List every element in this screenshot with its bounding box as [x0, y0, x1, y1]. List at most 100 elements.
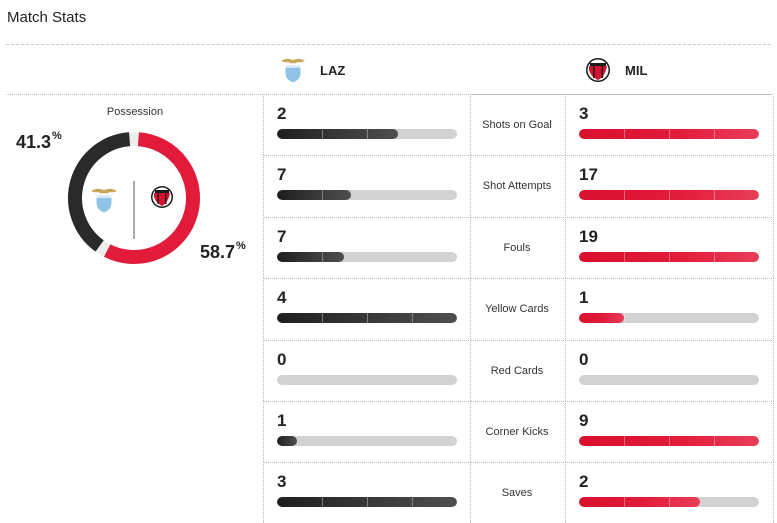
stat-label: Shots on Goal [470, 94, 564, 155]
stat-label: Shot Attempts [470, 155, 564, 216]
stat-bar-track-away [579, 374, 759, 385]
stat-cell-away: 9 [565, 401, 774, 462]
stat-value-away: 2 [579, 472, 589, 492]
stat-value-home: 1 [277, 411, 287, 430]
stat-row: 2 Shots on Goal 3 [263, 94, 774, 155]
stat-bar-track-home [277, 251, 457, 262]
stat-bar-segment [624, 190, 625, 201]
stat-bar-track-away [579, 436, 759, 446]
stat-cell-away: 3 [565, 94, 774, 155]
stat-cell-away: 19 [565, 216, 774, 278]
stat-bar-segment [714, 129, 715, 139]
stat-cell-away: 0 [565, 339, 774, 401]
stat-value-home: 2 [277, 104, 287, 123]
stat-bar-track-home [277, 313, 457, 324]
stat-cell-home: 7 [263, 155, 471, 217]
stat-cell-home: 4 [263, 278, 471, 340]
stat-cell-home: 2 [263, 94, 471, 155]
stat-bar-segment [714, 436, 715, 446]
stat-bar-fill-away [579, 436, 759, 446]
stat-label: Fouls [470, 216, 564, 278]
stat-bar-fill-away [579, 190, 759, 201]
stat-label: Yellow Cards [470, 278, 564, 339]
possession-home-value: 41.3% [16, 130, 62, 152]
stat-bar-segment [367, 129, 368, 139]
stat-bar-segment [669, 190, 670, 201]
stat-label: Saves [470, 462, 564, 523]
stat-bar-segment [624, 436, 625, 446]
stat-cell-away: 2 [565, 462, 774, 523]
stat-bar-segment [322, 497, 323, 508]
stat-value-home: 3 [277, 472, 287, 492]
stat-bar-segment [322, 129, 323, 139]
stat-value-home: 7 [277, 165, 287, 185]
stat-bar-fill-away [579, 313, 624, 324]
stat-row: 7 Fouls 19 [263, 216, 774, 278]
stat-bar-segment [669, 497, 670, 508]
stat-bar-track-home [277, 497, 457, 508]
stat-bar-fill-away [579, 251, 759, 262]
stat-value-home: 7 [277, 226, 287, 246]
stat-bar-fill-home [277, 251, 344, 262]
possession-donut [68, 132, 200, 264]
stat-bar-segment [367, 313, 368, 324]
stat-label: Red Cards [470, 339, 564, 401]
stat-bar-fill-home [277, 129, 398, 139]
lazio-eagle-crest-icon [91, 188, 117, 214]
stat-bar-segment [624, 497, 625, 508]
stat-bar-fill-away [579, 497, 700, 508]
stat-cell-home: 3 [263, 462, 471, 523]
stat-bar-track-away [579, 313, 759, 324]
stat-cell-home: 1 [263, 401, 471, 462]
stat-value-away: 19 [579, 226, 598, 246]
stat-bar-fill-home [277, 497, 457, 508]
stat-bar-track-away [579, 497, 759, 508]
stat-bar-fill-home [277, 190, 351, 201]
stat-row: 0 Red Cards 0 [263, 339, 774, 401]
stat-bar-track-away [579, 190, 759, 201]
stat-value-away: 1 [579, 288, 589, 308]
stat-cell-home: 7 [263, 216, 471, 278]
lazio-eagle-crest-icon [281, 58, 305, 84]
stat-bar-track-home [277, 129, 457, 139]
stat-bar-segment [412, 497, 413, 508]
stat-bar-fill-home [277, 436, 297, 446]
stat-bar-segment [367, 497, 368, 508]
ac-milan-crest-icon [151, 186, 173, 208]
stat-bar-track-home [277, 436, 457, 446]
stat-bar-segment [322, 313, 323, 324]
stat-bar-track-away [579, 251, 759, 262]
stat-bar-segment [669, 129, 670, 139]
team-header-home: LAZ [280, 56, 345, 84]
stat-bar-segment [714, 190, 715, 201]
stat-bar-track-home [277, 190, 457, 201]
stat-value-away: 17 [579, 165, 598, 185]
stat-value-away: 3 [579, 104, 589, 123]
stat-bar-segment [669, 436, 670, 446]
stat-cell-home: 0 [263, 339, 471, 401]
stat-bar-segment [412, 313, 413, 324]
stat-value-away: 0 [579, 349, 589, 369]
stat-row: 3 Saves 2 [263, 462, 774, 523]
stat-cell-away: 1 [565, 278, 774, 340]
stat-bar-track-away [579, 129, 759, 139]
stat-bar-segment [714, 251, 715, 262]
stat-bar-segment [624, 313, 625, 324]
stat-bar-fill-away [579, 129, 759, 139]
page-title: Match Stats [7, 9, 87, 26]
stat-bar-segment [669, 251, 670, 262]
possession-away-value: 58.7% [200, 240, 246, 262]
stat-bar-segment [322, 251, 323, 262]
stat-value-home: 4 [277, 288, 287, 308]
stat-bar-fill-home [277, 313, 457, 324]
stat-cell-away: 17 [565, 155, 774, 217]
stat-row: 7 Shot Attempts 17 [263, 155, 774, 217]
team-abbr-away: MIL [625, 62, 648, 78]
possession-arc-home [68, 132, 131, 252]
stat-bar-segment [624, 251, 625, 262]
title-divider [6, 44, 771, 45]
stat-bar-track-home [277, 374, 457, 385]
ac-milan-crest-icon [586, 58, 610, 82]
stat-value-away: 9 [579, 411, 589, 430]
team-header-away: MIL [585, 56, 647, 84]
